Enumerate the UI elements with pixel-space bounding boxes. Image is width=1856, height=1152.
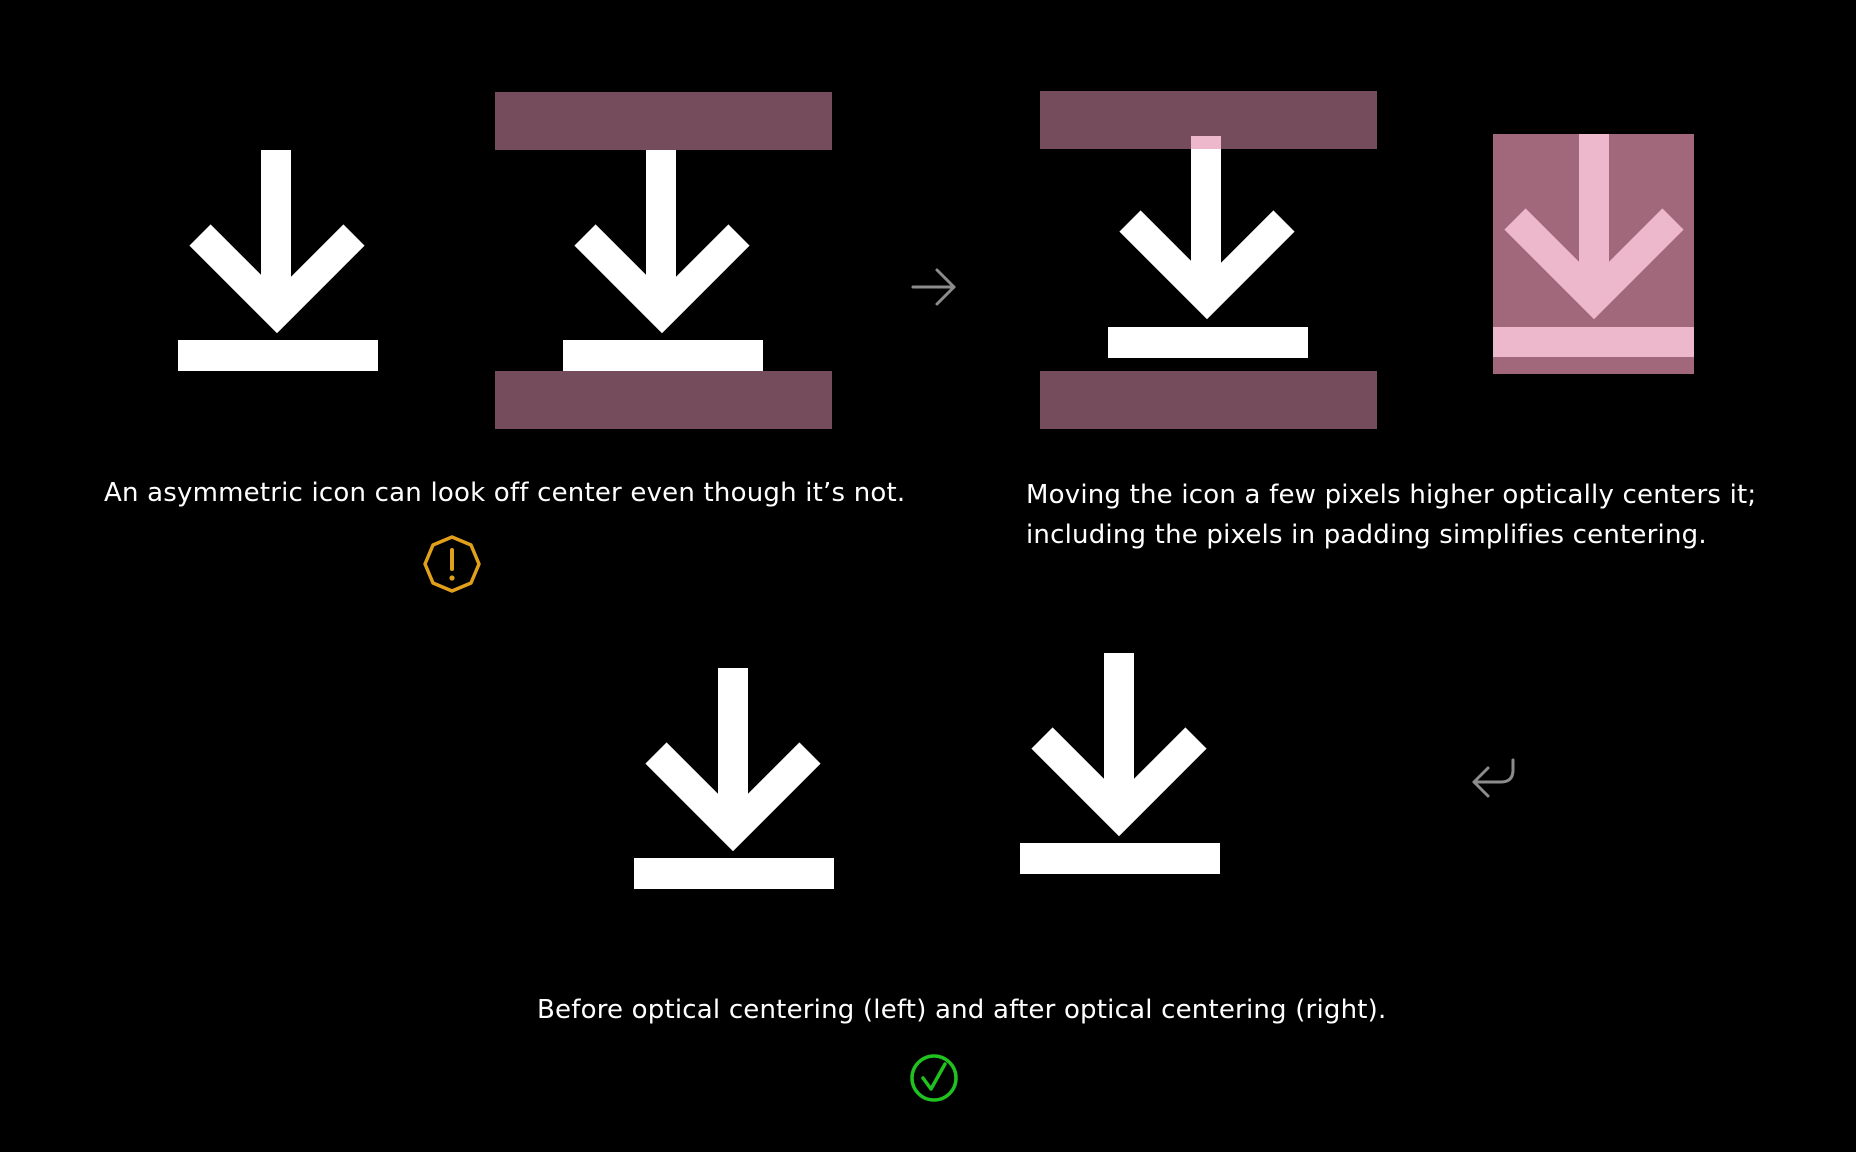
download-icon-baseline xyxy=(1020,843,1220,874)
return-arrow-icon xyxy=(1472,758,1515,798)
arrow-right-icon xyxy=(911,268,956,306)
download-icon-shaft xyxy=(718,668,748,813)
caption-top-left: An asymmetric icon can look off center e… xyxy=(104,478,906,508)
padding-centered-example xyxy=(495,92,832,429)
download-icon-baseline xyxy=(178,340,378,371)
download-icon-shaft xyxy=(1104,653,1134,798)
download-icon-shaft xyxy=(1579,134,1609,279)
caption-bottom: Before optical centering (left) and afte… xyxy=(537,995,1387,1025)
download-icon xyxy=(563,150,763,371)
download-icon-baseline xyxy=(563,340,763,371)
padding-included-example xyxy=(1493,134,1694,374)
download-icon xyxy=(1020,653,1220,874)
download-icon-chevron xyxy=(645,742,821,852)
download-icon-chevron xyxy=(1504,208,1684,320)
warning-octagon-icon xyxy=(423,535,481,593)
download-icon-baseline xyxy=(1493,327,1694,357)
download-icon-shaft xyxy=(1191,149,1221,281)
download-icon-chevron xyxy=(574,224,750,334)
padding-band-bottom xyxy=(1040,371,1377,429)
checkmark-circle-icon xyxy=(910,1054,958,1102)
padding-band-bottom xyxy=(495,371,832,429)
optically-raised-example xyxy=(1040,91,1377,429)
download-icon xyxy=(634,668,834,889)
download-icon-baseline xyxy=(634,858,834,889)
download-icon-baseline xyxy=(1108,327,1308,358)
download-icon xyxy=(178,150,378,371)
padding-band-top xyxy=(495,92,832,150)
caption-top-right-line1: Moving the icon a few pixels higher opti… xyxy=(1026,480,1757,510)
download-icon xyxy=(1493,134,1694,357)
download-icon-shaft xyxy=(646,150,676,295)
download-icon-chevron xyxy=(1119,210,1295,320)
download-icon-shaft xyxy=(261,150,291,295)
download-icon xyxy=(1108,149,1308,358)
caption-top-right-line2: including the pixels in padding simplifi… xyxy=(1026,520,1707,550)
download-icon-chevron xyxy=(1031,727,1207,837)
overlap-highlight xyxy=(1191,136,1221,149)
download-icon-chevron xyxy=(189,224,365,334)
